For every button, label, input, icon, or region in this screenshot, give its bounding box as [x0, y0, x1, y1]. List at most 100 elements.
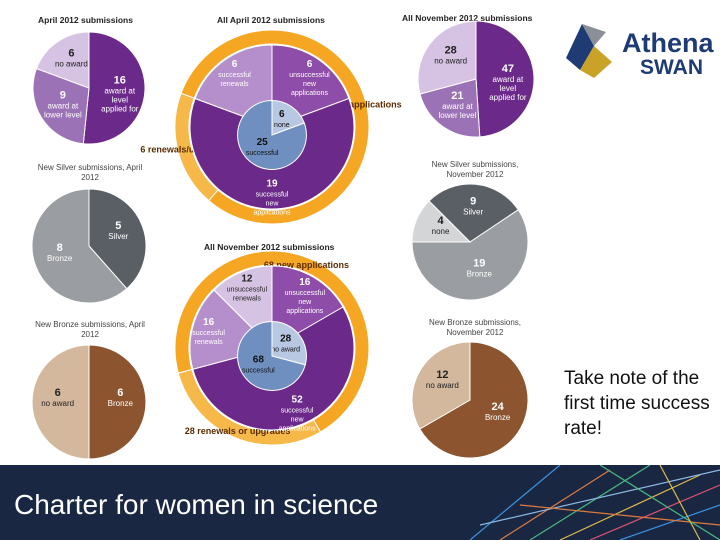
chart3-slice-bronze-value: 8	[57, 242, 63, 254]
chart0-slice-award-at-lower-level-label: award at	[48, 101, 79, 110]
chart2-slice-no-award-value: 28	[445, 45, 457, 57]
success-rate-note: Take note of the first time success rate…	[564, 368, 710, 439]
chart5-outer-renewals-or-upgrades-value: 28 renewals or upgrades	[185, 426, 291, 436]
chart5-outer-new-applications-value: 68 new applications	[264, 260, 349, 270]
chart5-inner-unsuccessful-new-applications-value: 16	[299, 277, 311, 288]
chart6-slice-no-award-label: no award	[41, 399, 74, 408]
chart2-slice-no-award-label: no award	[434, 57, 467, 66]
chart4-slice-bronze-label: Bronze	[467, 270, 493, 279]
footer-title: Charter for women in science	[14, 489, 379, 520]
chart-title-april-2012: April 2012 submissions	[38, 15, 133, 25]
logo-line2: SWAN	[640, 56, 703, 79]
chart1-inner-successful-new-applications-label: successful	[256, 192, 289, 199]
chart-subtitle-silver-november: New Silver submissions, November 2012	[431, 160, 519, 179]
chart1-center-successful-value: 25	[257, 137, 269, 148]
chart2-slice-award-at-level-applied-for-value: 47	[502, 63, 514, 75]
logo-line1: Athena	[622, 28, 714, 58]
chart4-slice-bronze-value: 19	[473, 258, 485, 270]
chart4-slice-bronze	[411, 209, 529, 301]
chart5-inner-unsuccessful-renewals-label: unsuccessful	[227, 286, 268, 293]
chart1-center-none-label: none	[274, 122, 290, 129]
chart0-slice-award-at-lower-level-value: 9	[60, 89, 66, 101]
chart5-inner-successful-new-applications-label: new	[291, 417, 305, 424]
chart3-slice-silver	[88, 188, 147, 290]
footer-streaks-decoration	[469, 465, 720, 540]
chart7-slice-bronze-value: 24	[492, 401, 505, 413]
chart0-slice-no-award	[35, 31, 90, 89]
chart0-slice-award-at-level-applied-for	[82, 31, 146, 145]
chart4-slice-none	[411, 200, 472, 243]
chart5-inner-successful-renewals-value: 16	[203, 317, 215, 328]
chart2-slice-award-at-level-applied-for	[475, 20, 535, 138]
chart5-inner-successful-new-applications-label: successful	[281, 408, 314, 415]
chart0-slice-no-award-label: no award	[55, 60, 88, 69]
chart1-outer-renewals-upgrades-value: 6 renewals/upgrades	[140, 145, 229, 155]
chart3-slice-silver-value: 5	[115, 220, 121, 232]
athena-swan-logo: Athena SWAN	[560, 18, 720, 82]
chart2-slice-award-at-lower-level	[419, 78, 481, 138]
chart-title-all-november-2012: All November 2012 submissions	[402, 13, 533, 23]
chart5-inner-unsuccessful-new-applications-label: new	[298, 299, 312, 306]
chart2-slice-award-at-lower-level-label: award at	[442, 102, 473, 111]
chart1-inner-successful-renewals-label: successful	[218, 72, 251, 79]
chart5-inner-successful-new-applications-label: applications	[279, 426, 316, 433]
chart2-slice-award-at-level-applied-for-label: level	[500, 84, 517, 93]
chart5-inner-unsuccessful-renewals-label: renewals	[233, 295, 262, 302]
chart-subtitle-silver-april: New Silver submissions, April 2012	[37, 163, 143, 182]
chart1-outer-renewals-upgrades	[174, 92, 219, 202]
chart5-outer-renewals-or-upgrades	[177, 368, 322, 446]
logo-mark-icon	[566, 24, 612, 78]
chart1-center-none	[271, 100, 305, 136]
chart5-inner-unsuccessful-renewals-value: 12	[241, 273, 253, 284]
chart6-slice-no-award-value: 6	[55, 387, 61, 399]
chart5-center-no-award	[271, 321, 307, 366]
chart5-center-successful-label: successful	[242, 367, 275, 374]
chart5-inner-successful-renewals-label: renewals	[195, 339, 224, 346]
chart-subtitle-bronze-november: New Bronze submissions, November 2012	[428, 318, 522, 337]
chart-title-all-november-2012-donut: All November 2012 submissions	[204, 242, 335, 252]
chart1-inner-unsuccessful-new-applications-label: new	[303, 81, 317, 88]
chart2-slice-no-award	[417, 20, 477, 95]
chart-title-all-april-2012: All April 2012 submissions	[217, 15, 325, 25]
chart1-inner-successful-renewals-label: renewals	[221, 81, 250, 88]
chart4-slice-none-label: none	[432, 227, 450, 236]
chart0-slice-award-at-level-applied-for-value: 16	[114, 75, 126, 87]
chart0-slice-award-at-level-applied-for-label: applied for	[101, 105, 139, 114]
chart1-center-successful	[237, 100, 307, 170]
chart1-inner-unsuccessful-new-applications-label: applications	[291, 90, 328, 97]
chart1-outer-new-applications-value: 25 new applications	[317, 99, 402, 109]
chart0-slice-award-at-lower-level-label: lower level	[44, 110, 82, 119]
chart7-slice-no-award-label: no award	[426, 381, 459, 390]
chart5-center-successful	[237, 321, 306, 391]
chart0-slice-award-at-lower-level	[32, 67, 90, 145]
chart5-inner-successful-renewals-label: successful	[192, 330, 225, 337]
chart1-inner-unsuccessful-new-applications-label: unsuccessful	[289, 72, 330, 79]
chart6-slice-bronze-label: Bronze	[108, 399, 134, 408]
chart4-slice-silver-value: 9	[470, 195, 476, 207]
chart2-slice-award-at-level-applied-for-label: award at	[493, 75, 524, 84]
chart1-center-successful-label: successful	[246, 150, 279, 157]
chart7-slice-no-award	[411, 341, 471, 430]
chart5-inner-unsuccessful-new-applications-label: applications	[286, 308, 323, 315]
chart3-slice-silver-label: Silver	[108, 232, 128, 241]
chart5-center-no-award-label: no award	[271, 347, 300, 354]
chart5-inner-unsuccessful-new-applications-label: unsuccessful	[285, 290, 326, 297]
chart1-inner-unsuccessful-new-applications-value: 6	[307, 59, 313, 70]
chart4-slice-none-value: 4	[437, 215, 444, 227]
chart3-slice-bronze	[31, 188, 128, 304]
chart5-center-no-award-value: 28	[280, 334, 292, 345]
chart2-slice-award-at-lower-level-value: 21	[451, 90, 463, 102]
chart-subtitle-bronze-april: New Bronze submissions, April 2012	[35, 320, 145, 339]
chart3-slice-bronze-label: Bronze	[47, 254, 73, 263]
chart4-slice-silver-label: Silver	[463, 207, 483, 216]
chart4-slice-silver	[428, 183, 519, 243]
chart0-slice-award-at-level-applied-for-label: award at	[104, 87, 135, 96]
chart6-slice-bronze-value: 6	[117, 387, 123, 399]
chart5-inner-successful-new-applications-value: 52	[292, 395, 304, 406]
footer-banner: Charter for women in science	[0, 465, 720, 540]
chart7-slice-no-award-value: 12	[436, 369, 448, 381]
chart7-slice-bronze	[419, 341, 529, 459]
chart6-slice-no-award	[31, 344, 90, 460]
chart1-inner-successful-new-applications-value: 19	[266, 179, 278, 190]
